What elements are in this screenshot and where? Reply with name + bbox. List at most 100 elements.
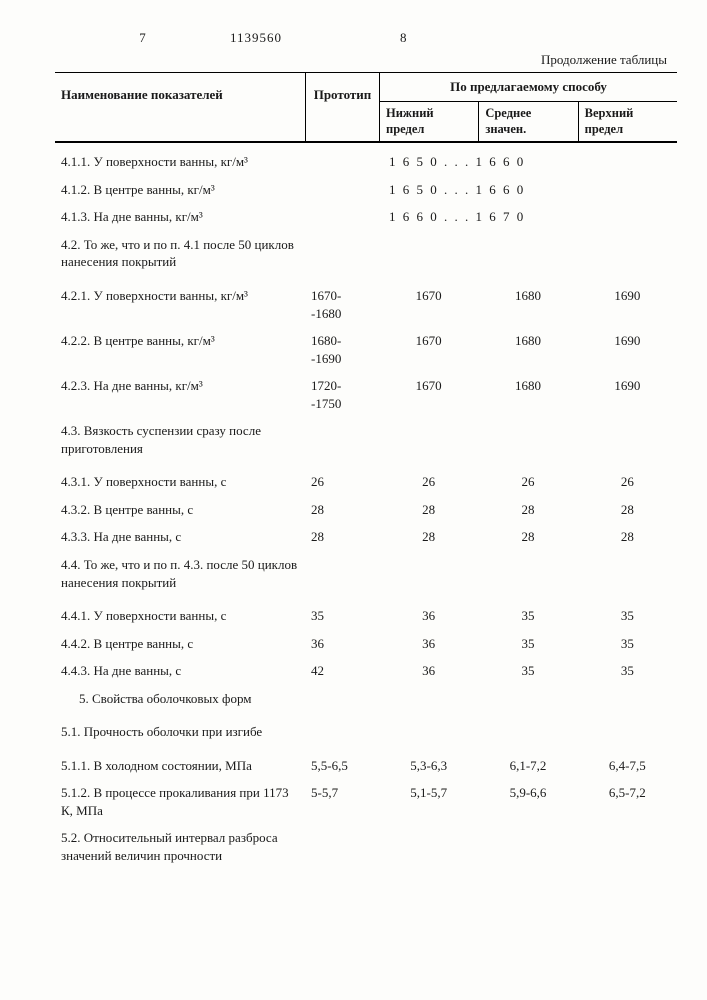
table-row: 5.2. Относительный интервал разброса зна… <box>55 829 677 864</box>
col-prototype: Прототип <box>305 73 379 141</box>
col-method-group: По предлагаемому способу Нижний предел С… <box>379 73 677 141</box>
cell-prototype: 5-5,7 <box>305 784 379 802</box>
cell-upper: 1690 <box>578 377 677 395</box>
cell-range: 1 6 6 0 . . . 1 6 7 0 <box>379 208 677 226</box>
cell-mid: 35 <box>478 635 577 653</box>
col-mid: Среднее значен. <box>478 102 577 141</box>
table-row: 4.1.3. На дне ванны, кг/м³ 1 6 6 0 . . . … <box>55 208 677 226</box>
cell-upper: 6,5-7,2 <box>578 784 677 802</box>
cell-mid: 35 <box>478 662 577 680</box>
row-label: 4.2.2. В центре ванны, кг/м³ <box>55 332 305 350</box>
cell-prototype: 28 <box>305 528 379 546</box>
table-row: 5.1. Прочность оболочки при изгибе <box>55 723 677 741</box>
data-table: Наименование показателей Прототип По пре… <box>55 72 677 881</box>
cell-lower: 26 <box>379 473 478 491</box>
table-row: 4.4.1. У поверхности ванны, с35363535 <box>55 607 677 625</box>
table-row: 4.4. То же, что и по п. 4.3. после 50 ци… <box>55 556 677 591</box>
cell-upper: 35 <box>578 607 677 625</box>
row-label: 4.3.2. В центре ванны, с <box>55 501 305 519</box>
page-num-left: 7 <box>55 30 230 46</box>
cell-upper: 1690 <box>578 287 677 305</box>
col-lower: Нижний предел <box>380 102 478 141</box>
table-row: 5. Свойства оболочковых форм <box>55 690 677 708</box>
cell-upper: 6,4-7,5 <box>578 757 677 775</box>
cell-prototype: 1670- -1680 <box>305 287 379 322</box>
cell-mid: 1680 <box>478 287 577 305</box>
cell-mid: 28 <box>478 528 577 546</box>
table-row: 4.1.2. В центре ванны, кг/м³ 1 6 5 0 . . … <box>55 181 677 199</box>
cell-mid: 35 <box>478 607 577 625</box>
table-row: 4.2.1. У поверхности ванны, кг/м³1670- -… <box>55 287 677 322</box>
row-label: 5.2. Относительный интервал разброса зна… <box>55 829 305 864</box>
row-label: 5.1. Прочность оболочки при изгибе <box>55 723 305 741</box>
cell-range: 1 6 5 0 . . . 1 6 6 0 <box>379 153 677 171</box>
cell-mid: 1680 <box>478 332 577 350</box>
row-label: 5.1.1. В холодном состоянии, МПа <box>55 757 305 775</box>
cell-mid: 5,9-6,6 <box>478 784 577 802</box>
row-label: 4.2. То же, что и по п. 4.1 после 50 цик… <box>55 236 305 271</box>
cell-lower: 36 <box>379 662 478 680</box>
col-method-title: По предлагаемому способу <box>380 73 677 102</box>
cell-lower: 36 <box>379 607 478 625</box>
table-row: 5.1.1. В холодном состоянии, МПа5,5-6,55… <box>55 757 677 775</box>
cell-prototype: 28 <box>305 501 379 519</box>
col-upper: Верхний предел <box>578 102 677 141</box>
cell-range: 1 6 5 0 . . . 1 6 6 0 <box>379 181 677 199</box>
row-label: 4.3.1. У поверхности ванны, с <box>55 473 305 491</box>
table-row: 4.1.1. У поверхности ванны, кг/м³ 1 6 5 0… <box>55 153 677 171</box>
table-row: 5.1.2. В процессе прокаливания при 1173 … <box>55 784 677 819</box>
cell-lower: 5,3-6,3 <box>379 757 478 775</box>
table-row: 4.3.3. На дне ванны, с28282828 <box>55 528 677 546</box>
table-header: Наименование показателей Прототип По пре… <box>55 72 677 142</box>
row-label: 4.3.3. На дне ванны, с <box>55 528 305 546</box>
cell-upper: 35 <box>578 662 677 680</box>
cell-upper: 28 <box>578 501 677 519</box>
row-label: 5.1.2. В процессе прокаливания при 1173 … <box>55 784 305 819</box>
table-continuation: Продолжение таблицы <box>55 52 677 68</box>
cell-lower: 5,1-5,7 <box>379 784 478 802</box>
table-row: 4.3. Вязкость суспензии сразу после приг… <box>55 422 677 457</box>
row-label: 5. Свойства оболочковых форм <box>55 690 305 708</box>
cell-upper: 1690 <box>578 332 677 350</box>
row-label: 4.1.2. В центре ванны, кг/м³ <box>55 181 305 199</box>
cell-lower: 1670 <box>379 287 478 305</box>
page-header: 7 1139560 8 <box>55 30 677 46</box>
cell-prototype: 42 <box>305 662 379 680</box>
row-label: 4.1.1. У поверхности ванны, кг/м³ <box>55 153 305 171</box>
table-row: 4.4.2. В центре ванны, с36363535 <box>55 635 677 653</box>
row-label: 4.4.2. В центре ванны, с <box>55 635 305 653</box>
table-row: 4.2. То же, что и по п. 4.1 после 50 цик… <box>55 236 677 271</box>
table-row: 4.3.2. В центре ванны, с28282828 <box>55 501 677 519</box>
table-row: 4.2.3. На дне ванны, кг/м³1720- -1750167… <box>55 377 677 412</box>
row-label: 4.1.3. На дне ванны, кг/м³ <box>55 208 305 226</box>
row-label: 4.2.1. У поверхности ванны, кг/м³ <box>55 287 305 305</box>
row-label: 4.4. То же, что и по п. 4.3. после 50 ци… <box>55 556 305 591</box>
cell-mid: 26 <box>478 473 577 491</box>
cell-prototype: 5,5-6,5 <box>305 757 379 775</box>
cell-mid: 1680 <box>478 377 577 395</box>
cell-upper: 28 <box>578 528 677 546</box>
page-num-right: 8 <box>400 30 500 46</box>
cell-mid: 6,1-7,2 <box>478 757 577 775</box>
table-body: 4.1.1. У поверхности ванны, кг/м³ 1 6 5 0… <box>55 142 677 880</box>
cell-lower: 28 <box>379 501 478 519</box>
row-label: 4.3. Вязкость суспензии сразу после приг… <box>55 422 305 457</box>
cell-prototype: 26 <box>305 473 379 491</box>
row-label: 4.2.3. На дне ванны, кг/м³ <box>55 377 305 395</box>
row-label: 4.4.1. У поверхности ванны, с <box>55 607 305 625</box>
cell-lower: 1670 <box>379 332 478 350</box>
cell-mid: 28 <box>478 501 577 519</box>
table-row: 4.2.2. В центре ванны, кг/м³1680- -16901… <box>55 332 677 367</box>
cell-upper: 35 <box>578 635 677 653</box>
table-row: 4.3.1. У поверхности ванны, с26262626 <box>55 473 677 491</box>
cell-prototype: 1680- -1690 <box>305 332 379 367</box>
cell-lower: 28 <box>379 528 478 546</box>
cell-lower: 1670 <box>379 377 478 395</box>
document-number: 1139560 <box>230 30 400 46</box>
cell-prototype: 35 <box>305 607 379 625</box>
cell-prototype: 36 <box>305 635 379 653</box>
col-name: Наименование показателей <box>55 73 305 141</box>
table-row: 4.4.3. На дне ванны, с42363535 <box>55 662 677 680</box>
cell-lower: 36 <box>379 635 478 653</box>
row-label: 4.4.3. На дне ванны, с <box>55 662 305 680</box>
